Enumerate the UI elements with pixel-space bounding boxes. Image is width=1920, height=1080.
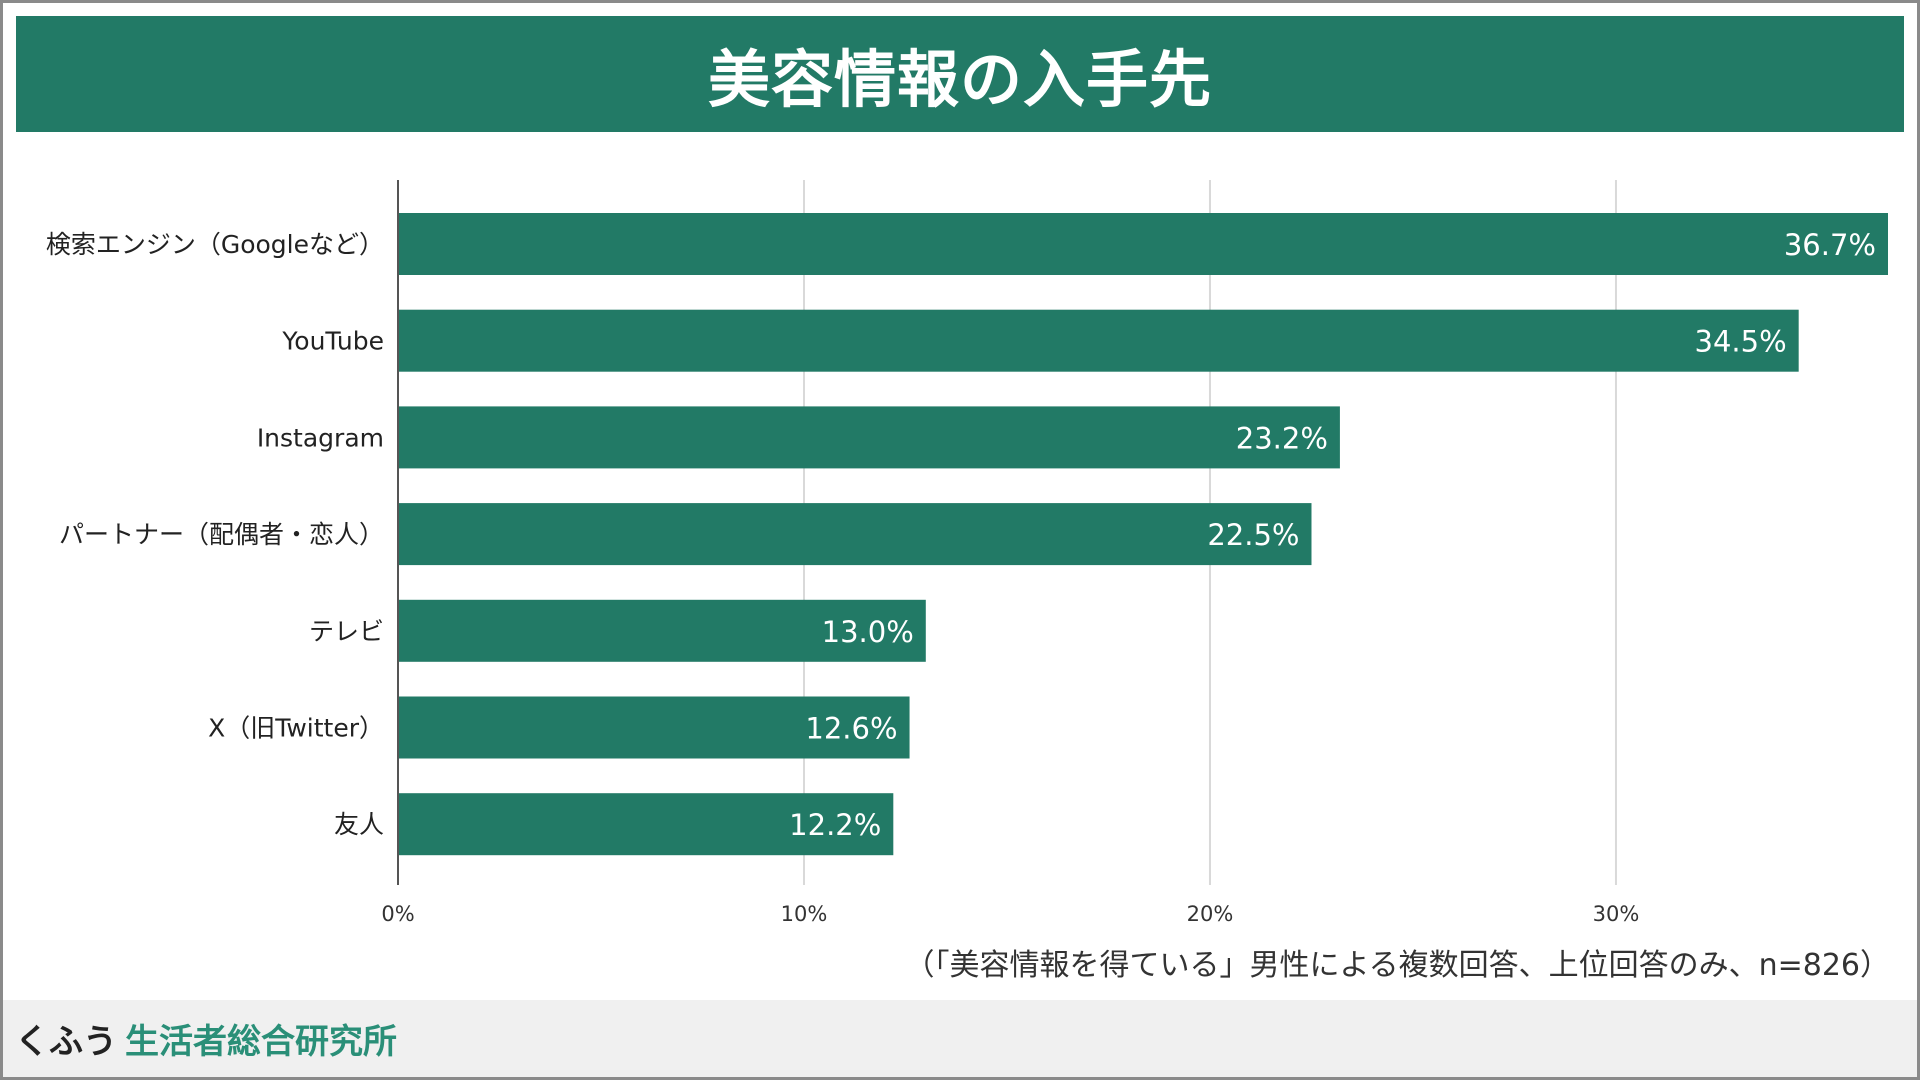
bar-value-label: 34.5% [1695,325,1787,359]
bar [398,213,1888,275]
x-tick-label: 10% [781,902,828,926]
category-label: 友人 [334,810,384,839]
category-label: パートナー（配偶者・恋人） [59,520,384,549]
bar [398,503,1312,566]
bar-value-label: 22.5% [1207,518,1299,552]
brand-name: 生活者総合研究所 [125,1022,397,1062]
bar [398,599,926,662]
chart-title: 美容情報の入手先 [707,43,1212,116]
bar-value-label: 23.2% [1236,421,1328,455]
bar-value-label: 36.7% [1784,228,1876,262]
x-tick-label: 30% [1593,902,1640,926]
bar-value-label: 12.6% [805,712,897,746]
category-label: 検索エンジン（Googleなど） [46,230,384,259]
bar-chart: 36.7% 検索エンジン（Googleなど） 34.5% YouTube 23.2% In… [46,180,1888,926]
category-label: テレビ [309,617,384,646]
footer: くふう 生活者総合研究所 [3,1000,1917,1077]
category-label: YouTube [281,327,384,356]
bar [398,696,910,759]
title-bar: 美容情報の入手先 [16,16,1904,132]
bar-value-label: 13.0% [822,615,914,649]
bar [398,309,1799,372]
survey-note: （「美容情報を得ている」男性による複数回答、上位回答のみ、n=826） [904,948,1890,983]
brand-prefix: くふう [15,1022,117,1062]
bar [398,793,894,856]
bar [398,406,1340,469]
x-tick-label: 0% [381,902,414,926]
bar-value-label: 12.2% [789,808,881,842]
x-tick-label: 20% [1187,902,1234,926]
category-label: Instagram [257,423,384,452]
category-label: X（旧Twitter） [208,714,384,743]
